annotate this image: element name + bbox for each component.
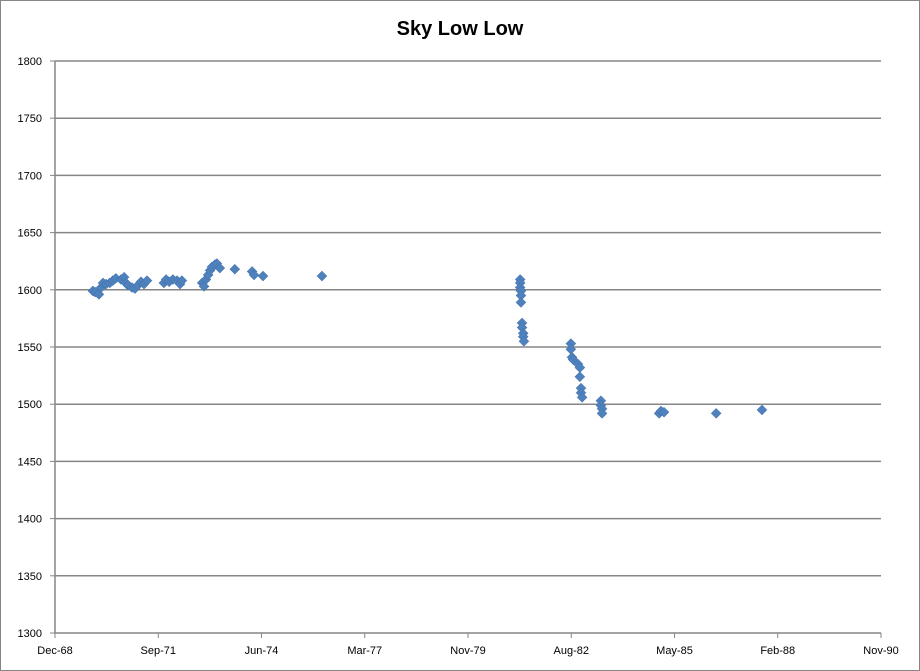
y-tick-label: 1800 xyxy=(18,56,42,68)
data-point xyxy=(710,407,722,419)
data-point xyxy=(248,269,260,281)
data-point xyxy=(257,270,269,282)
data-point xyxy=(658,406,670,418)
data-point xyxy=(316,270,328,282)
data-point xyxy=(214,262,226,274)
x-tick-label: Dec-68 xyxy=(37,645,72,657)
data-point xyxy=(576,391,588,403)
x-tick-label: Feb-88 xyxy=(760,645,795,657)
y-tick-label: 1500 xyxy=(18,399,42,411)
y-tick-label: 1650 xyxy=(18,228,42,240)
data-point xyxy=(515,297,527,308)
x-tick-label: Jun-74 xyxy=(245,645,279,657)
y-tick-label: 1700 xyxy=(18,170,42,182)
x-tick-label: Sep-71 xyxy=(141,645,176,657)
data-point xyxy=(518,335,530,347)
chart-title: Sky Low Low xyxy=(396,18,524,40)
y-tick-label: 1750 xyxy=(18,113,42,125)
y-tick-label: 1300 xyxy=(18,628,42,640)
x-tick-label: May-85 xyxy=(656,645,693,657)
x-tick-label: Aug-82 xyxy=(554,645,589,657)
x-tick-label: Mar-77 xyxy=(347,645,382,657)
data-point xyxy=(574,371,586,383)
x-tick-label: Nov-79 xyxy=(450,645,485,657)
y-tick-label: 1400 xyxy=(18,514,42,526)
data-point xyxy=(229,263,241,275)
x-tick-label: Nov-90 xyxy=(863,645,898,657)
data-point xyxy=(141,275,153,287)
y-tick-label: 1450 xyxy=(18,456,42,468)
y-tick-label: 1550 xyxy=(18,342,42,354)
y-tick-label: 1600 xyxy=(18,285,42,297)
data-point xyxy=(596,407,608,419)
data-point xyxy=(565,343,577,355)
data-point xyxy=(756,404,768,416)
y-tick-label: 1350 xyxy=(18,571,42,583)
data-point xyxy=(176,275,188,287)
